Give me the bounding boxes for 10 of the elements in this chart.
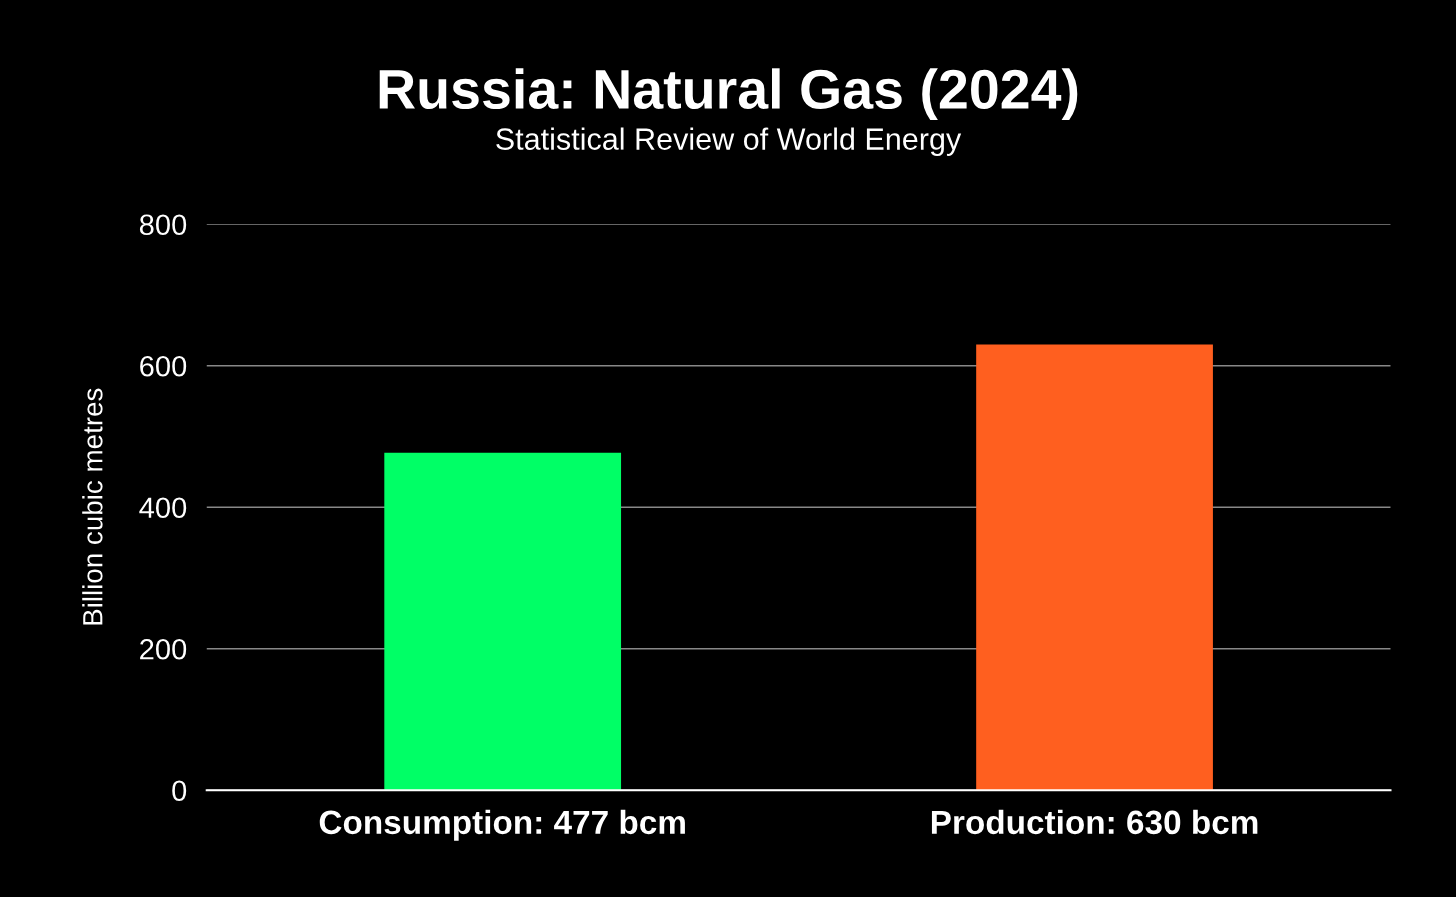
chart-subtitle: Statistical Review of World Energy [496,127,962,156]
y-tick-label: 200 [140,638,187,660]
x-tick-label: Consumption: 477 bcm [319,809,685,841]
chart-title: Russia: Natural Gas (2024) [379,68,1078,121]
y-tick-label: 400 [139,497,187,519]
y-tick-label: 800 [139,214,187,236]
x-tick-label: Production: 630 bcm [931,809,1258,835]
y-axis-title: Billion cubic metres [82,388,103,625]
y-tick-label: 600 [140,355,187,377]
y-tick-label: 0 [172,780,187,802]
